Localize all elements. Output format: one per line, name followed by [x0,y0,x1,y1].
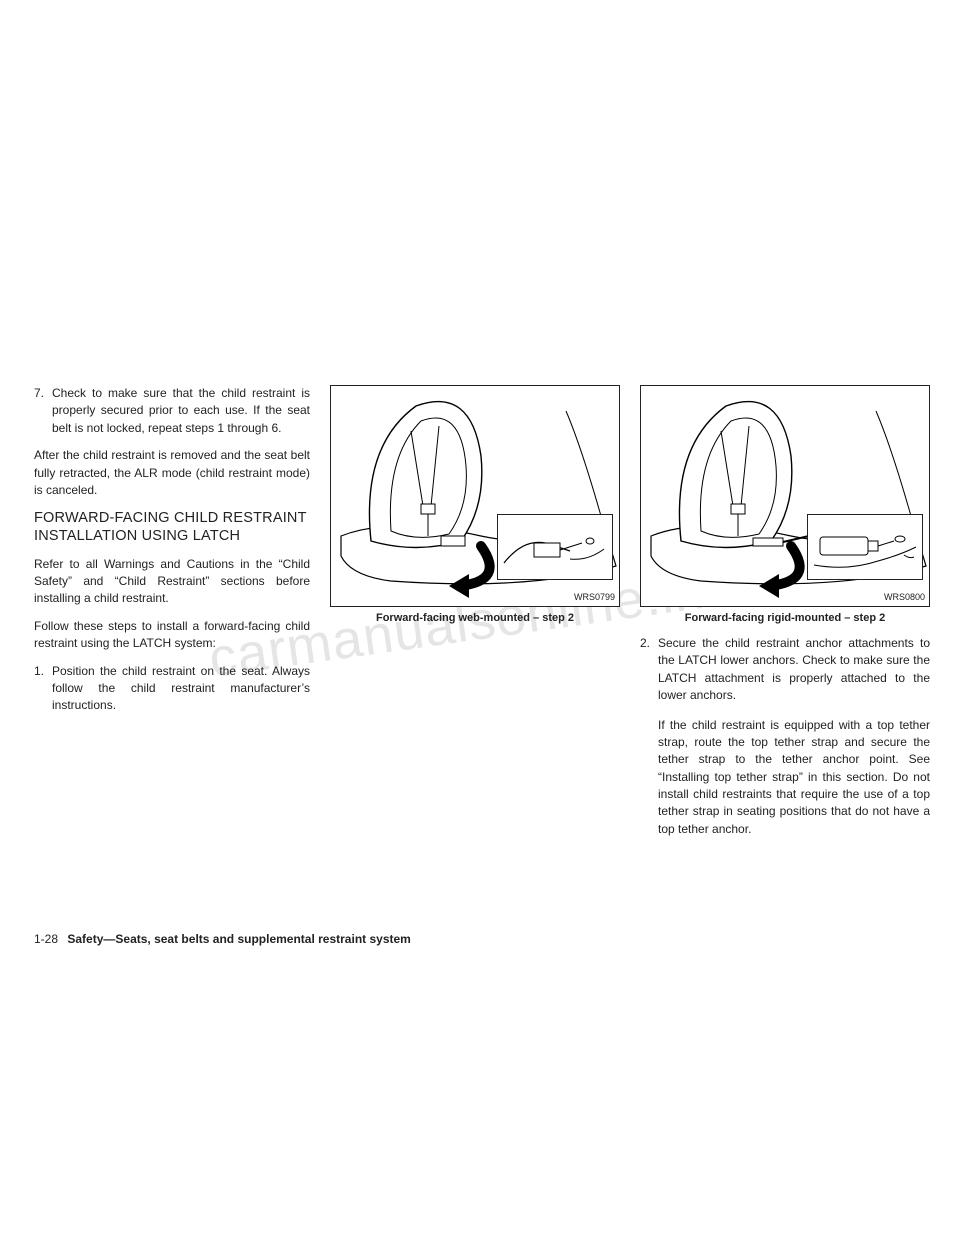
figure-rigid-mounted: WRS0800 [640,385,930,607]
figure-2-inset [807,514,923,580]
column-right: WRS0800 Forward-facing rigid-mounted – s… [640,385,930,848]
figure-1-inset [497,514,613,580]
figure-1-code: WRS0799 [574,591,615,604]
footer-title: Safety—Seats, seat belts and supplementa… [67,932,410,946]
step-7-list: Check to make sure that the child restra… [34,385,310,437]
latch-detail-2-icon [808,515,922,579]
figure-1-caption: Forward-facing web-mounted – step 2 [330,611,620,627]
figure-2-caption: Forward-facing rigid-mounted – step 2 [640,611,930,627]
page-number: 1-28 [34,932,58,946]
figure-2-code: WRS0800 [884,591,925,604]
after-restraint-text: After the child restraint is removed and… [34,447,310,499]
step-7-text: Check to make sure that the child restra… [52,385,310,437]
column-left: Check to make sure that the child restra… [34,385,310,848]
manual-page: carmanualsonline.info Check to make sure… [0,0,960,1242]
step-2a-text: Secure the child restraint anchor attach… [658,635,930,705]
content-columns: Check to make sure that the child restra… [34,385,930,848]
step-2-list: Secure the child restraint anchor attach… [640,635,930,838]
column-middle: WRS0799 Forward-facing web-mounted – ste… [330,385,620,848]
figure-web-mounted: WRS0799 [330,385,620,607]
latch-detail-1-icon [498,515,612,579]
step-1-list: Position the child restraint on the seat… [34,663,310,715]
section-heading: FORWARD-FACING CHILD RESTRAINT INSTALLAT… [34,509,310,545]
step-2b-text: If the child restraint is equipped with … [658,717,930,839]
step-1-text: Position the child restraint on the seat… [52,663,310,715]
refer-warnings-text: Refer to all Warnings and Cautions in th… [34,556,310,608]
follow-steps-text: Follow these steps to install a forward-… [34,618,310,653]
page-footer: 1-28 Safety—Seats, seat belts and supple… [34,932,411,946]
figure-2-box: WRS0800 Forward-facing rigid-mounted – s… [640,385,930,627]
